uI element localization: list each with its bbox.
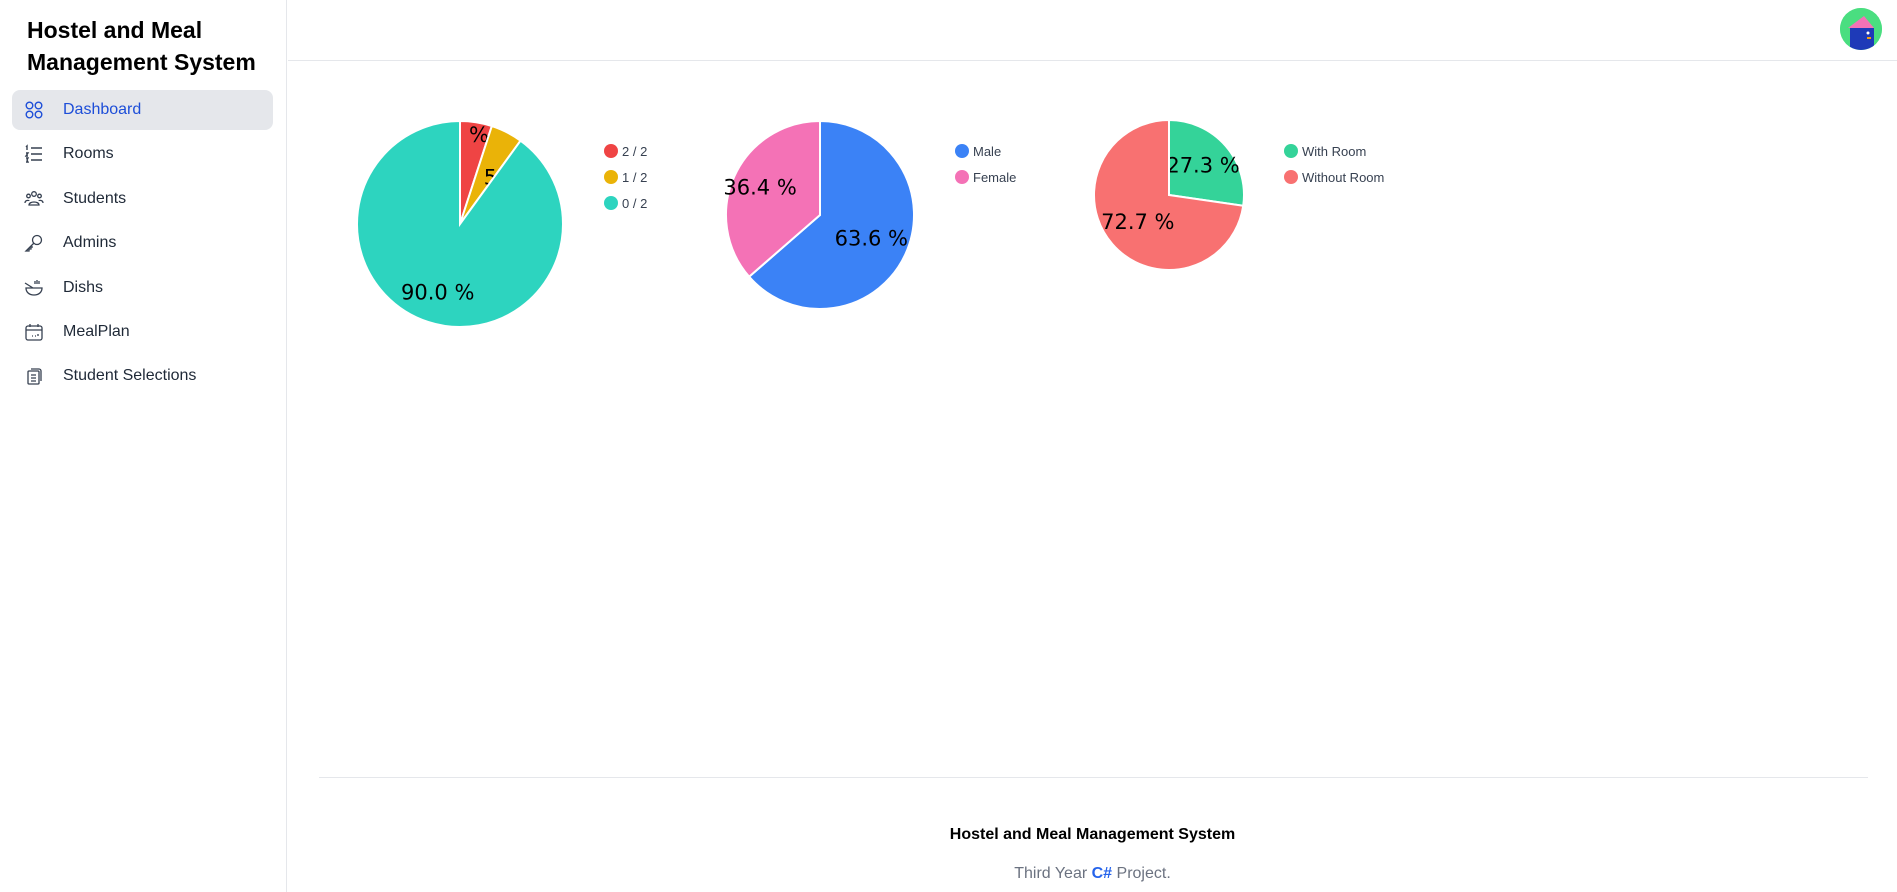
slice-label: 90.0 % <box>401 281 474 305</box>
slice-label: 72.7 % <box>1101 210 1174 234</box>
legend-swatch <box>1284 170 1298 184</box>
footer-title: Hostel and Meal Management System <box>949 826 1236 843</box>
bowl-icon <box>24 279 43 296</box>
footer-sub-highlight: C# <box>1091 865 1113 882</box>
sidebar-item-label: Dashboard <box>63 101 142 118</box>
sidebar-item-admins[interactable]: Admins <box>12 223 273 263</box>
sidebar-item-mealplan[interactable]: MealPlan <box>12 312 273 352</box>
footer-sub-prefix: Third Year <box>1014 865 1092 882</box>
legend-swatch <box>604 144 618 158</box>
legend-label[interactable]: Female <box>973 170 1016 185</box>
sidebar-item-label: Admins <box>63 234 117 252</box>
user-avatar[interactable] <box>1840 8 1882 50</box>
legend-label[interactable]: 1 / 2 <box>622 170 647 185</box>
pie-slice[interactable] <box>1093 118 1245 271</box>
calendar-icon <box>25 323 43 341</box>
users-icon <box>24 190 44 206</box>
pie-slice[interactable] <box>1168 118 1245 207</box>
legend-label[interactable]: 2 / 2 <box>622 144 647 159</box>
sidebar-nav: Dashboard Rooms Students Admins Dishs Me… <box>12 90 273 401</box>
numbered-list-icon <box>24 144 42 164</box>
top-header <box>288 0 1897 61</box>
legend-label[interactable]: 0 / 2 <box>622 196 647 211</box>
slice-label: 27.3 % <box>1166 154 1239 178</box>
pie-slice[interactable] <box>747 119 915 310</box>
legend-swatch <box>955 144 969 158</box>
sidebar: Hostel and Meal Management System Dashbo… <box>0 0 287 892</box>
pie-slice[interactable] <box>356 119 564 328</box>
legend-label[interactable]: Without Room <box>1302 170 1384 185</box>
sidebar-item-label: Dishs <box>63 278 104 296</box>
footer-sub-suffix: Project. <box>1112 865 1171 882</box>
sidebar-item-student-selections[interactable]: Student Selections <box>12 356 273 396</box>
key-icon <box>24 235 43 252</box>
sidebar-item-label: Rooms <box>63 145 114 163</box>
footer-subtitle: Third Year C# Project. <box>288 865 1897 883</box>
sidebar-item-dishs[interactable]: Dishs <box>12 268 273 308</box>
grid-icon <box>25 101 43 119</box>
sidebar-item-label: MealPlan <box>63 322 130 340</box>
legend-swatch <box>604 196 618 210</box>
sidebar-item-rooms[interactable]: Rooms <box>12 134 273 174</box>
legend-swatch <box>1284 144 1298 158</box>
pie-slice[interactable] <box>725 119 821 279</box>
legend-label[interactable]: With Room <box>1302 144 1366 159</box>
slice-label: 36.4 % <box>723 176 796 200</box>
clipboard-icon <box>27 368 42 385</box>
legend-swatch <box>955 170 969 184</box>
legend-label[interactable]: Male <box>973 144 1001 159</box>
legend-swatch <box>604 170 618 184</box>
sidebar-item-label: Students <box>63 189 127 207</box>
dashboard-charts: 5.0 %5.0 %90.0 %2 / 21 / 20 / 263.6 %36.… <box>356 118 1384 328</box>
sidebar-item-label: Student Selections <box>63 367 197 385</box>
app-title: Hostel and Meal Management System <box>27 17 256 75</box>
sidebar-item-dashboard[interactable]: Dashboard <box>12 90 273 130</box>
footer-divider <box>319 777 1868 778</box>
slice-label: 63.6 % <box>835 226 908 250</box>
sidebar-item-students[interactable]: Students <box>12 179 273 219</box>
